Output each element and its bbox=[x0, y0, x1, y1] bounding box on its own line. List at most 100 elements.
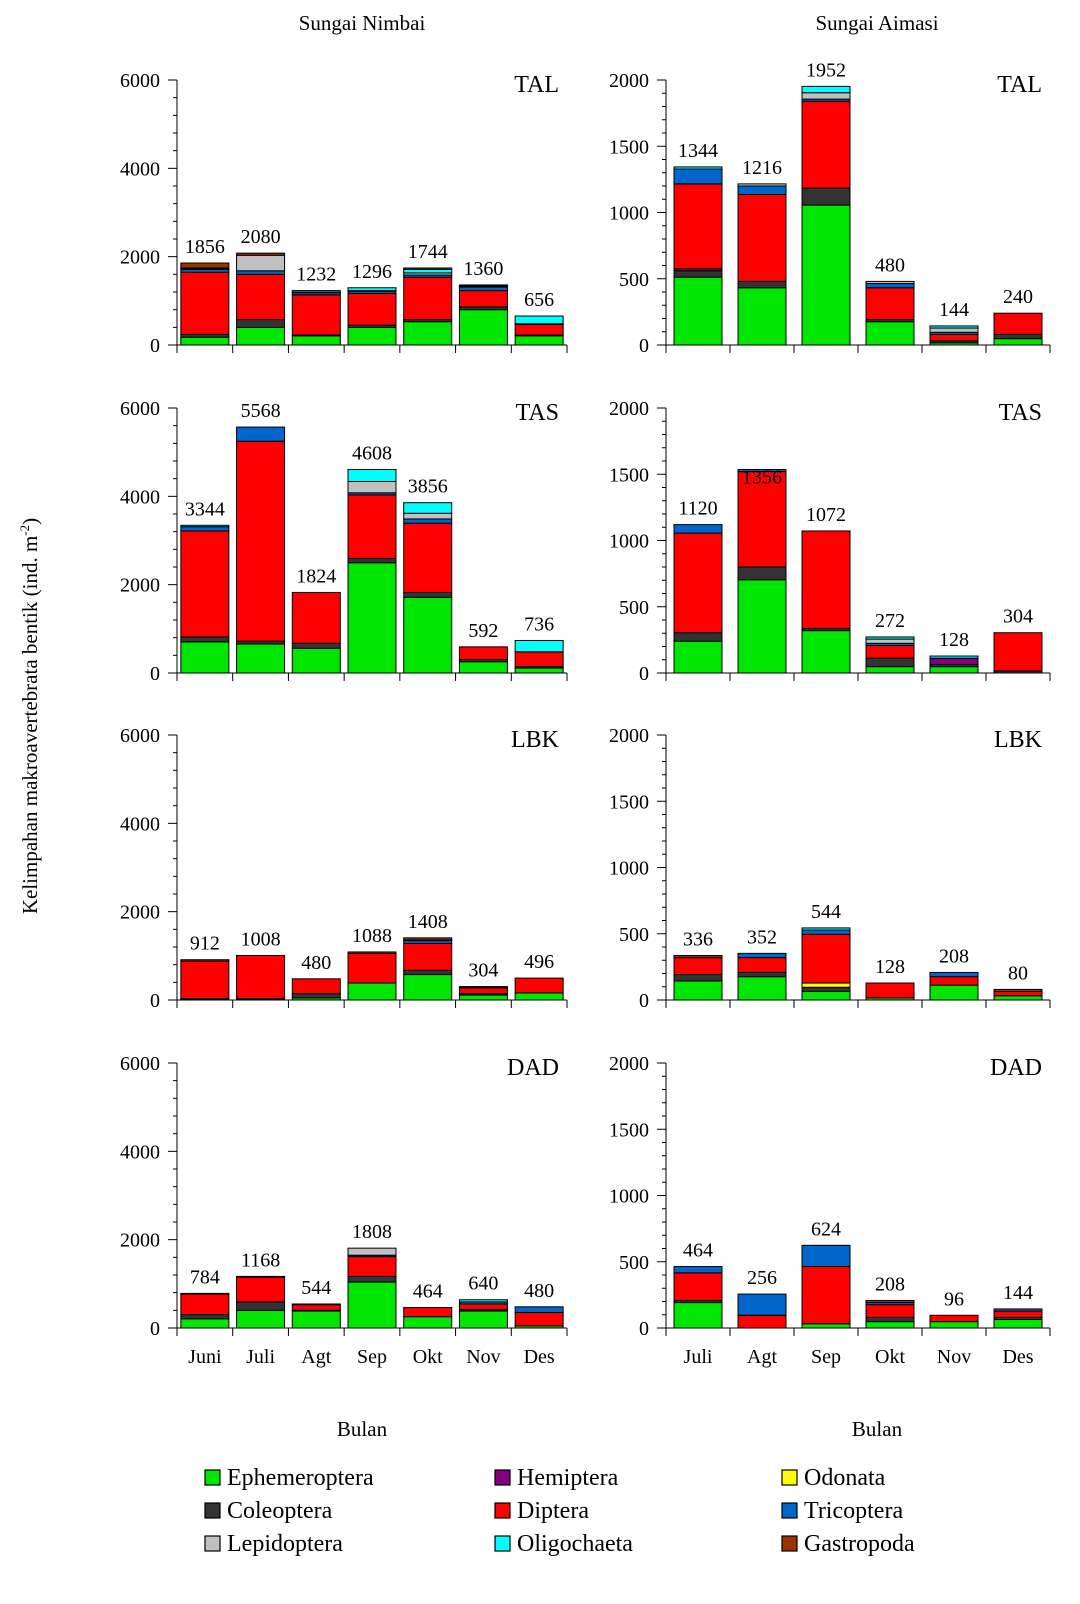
bar-segment-oligochaeta bbox=[291, 290, 341, 293]
bar-segment-diptera bbox=[236, 273, 286, 321]
bar-segment-ephemeroptera bbox=[929, 666, 979, 674]
y-tick-label: 2000 bbox=[120, 1230, 160, 1252]
column-title-aimasi: Sungai Aimasi bbox=[815, 11, 938, 35]
bar-total-label: 1168 bbox=[241, 1249, 280, 1271]
y-tick-label: 6000 bbox=[120, 725, 160, 747]
bar-segment-tricoptera bbox=[737, 185, 787, 195]
bar-total-label: 336 bbox=[683, 928, 713, 950]
y-axis-label-close: ) bbox=[18, 518, 42, 525]
bar-segment-coleoptera bbox=[865, 657, 915, 668]
legend-swatch bbox=[494, 1502, 511, 1519]
bar-segment-tricoptera bbox=[673, 1266, 723, 1274]
bar-segment-ephemeroptera bbox=[993, 1319, 1043, 1329]
bar-total-label: 1744 bbox=[408, 241, 448, 263]
bar-segment-ephemeroptera bbox=[673, 276, 723, 346]
bar-segment-oligochaeta bbox=[929, 325, 979, 329]
bar-total-label: 128 bbox=[939, 629, 969, 651]
bar-segment-diptera bbox=[403, 522, 453, 593]
bar-total-label: 496 bbox=[524, 951, 554, 973]
bar-segment-ephemeroptera bbox=[236, 643, 286, 674]
bar-total-label: 1120 bbox=[678, 498, 717, 520]
bar-segment-coleoptera bbox=[180, 636, 230, 643]
legend-swatch bbox=[494, 1469, 511, 1486]
bar-segment-ephemeroptera bbox=[865, 666, 915, 674]
column-title-nimbai: Sungai Nimbai bbox=[299, 11, 426, 35]
bar-segment-ephemeroptera bbox=[458, 1310, 508, 1329]
bar-segment-gastropoda bbox=[180, 262, 230, 269]
bar-segment-ephemeroptera bbox=[737, 579, 787, 674]
legend-label: Tricoptera bbox=[804, 1498, 903, 1524]
chart-tal-aimasi: 0 500 1000 1500 2000 TAL 1344 1216 1952 480 144 240 bbox=[609, 59, 1051, 357]
y-axis-label-superscript: -2 bbox=[17, 525, 32, 536]
bar-segment-oligochaeta bbox=[347, 468, 397, 482]
bar-segment-diptera bbox=[801, 933, 851, 984]
bar-segment-diptera bbox=[801, 100, 851, 189]
legend-label: Gastropoda bbox=[804, 1531, 915, 1557]
bar-segment-ephemeroptera bbox=[737, 976, 787, 1001]
bar-segment-oligochaeta bbox=[801, 85, 851, 94]
y-tick-label: 500 bbox=[619, 924, 649, 946]
x-tick-label: Agt bbox=[301, 1346, 331, 1368]
bar-segment-diptera bbox=[993, 632, 1043, 672]
x-tick-label: Nov bbox=[937, 1346, 971, 1368]
bar-segment-lepidoptera bbox=[865, 280, 915, 285]
bar-segment-diptera bbox=[291, 978, 341, 995]
bar-segment-ephemeroptera bbox=[673, 640, 723, 674]
chart-tas-aimasi: 0 500 1000 1500 2000 TAS 1120 1356 1072 272 128 304 bbox=[609, 398, 1051, 685]
y-tick-label: 0 bbox=[639, 1318, 649, 1340]
x-tick-label: Nov bbox=[466, 1346, 500, 1368]
bar-segment-diptera bbox=[347, 494, 397, 560]
bar-segment-diptera bbox=[236, 954, 286, 1000]
bar-segment-ephemeroptera bbox=[993, 338, 1043, 346]
bar-total-label: 304 bbox=[468, 960, 498, 982]
bar-segment-coleoptera bbox=[993, 333, 1043, 340]
bar-total-label: 544 bbox=[811, 901, 841, 923]
bar-segment-ephemeroptera bbox=[673, 980, 723, 1001]
bar-total-label: 1824 bbox=[296, 565, 336, 587]
x-tick-label: Des bbox=[524, 1346, 555, 1368]
bar-total-label: 624 bbox=[811, 1218, 841, 1240]
y-tick-label: 0 bbox=[150, 663, 160, 685]
bar-segment-coleoptera bbox=[801, 986, 851, 993]
bar-total-label: 544 bbox=[301, 1277, 331, 1299]
legend-item-coleoptera: Coleoptera bbox=[204, 1498, 333, 1524]
bar-total-label: 1216 bbox=[742, 157, 782, 179]
bar-segment-diptera bbox=[865, 287, 915, 321]
x-tick-label: Sep bbox=[357, 1346, 387, 1368]
bar-total-label: 240 bbox=[1003, 286, 1033, 308]
bar-segment-diptera bbox=[673, 532, 723, 634]
chart-dad-nimbai: 0 2000 4000 6000 DAD 784 Juni 1168 Juli 544 Agt 180… bbox=[120, 1053, 568, 1368]
bar-segment-ephemeroptera bbox=[865, 1321, 915, 1329]
bar-segment-diptera bbox=[180, 960, 230, 1000]
bar-total-label: 480 bbox=[301, 952, 331, 974]
bar-total-label: 2080 bbox=[241, 226, 281, 248]
site-label: DAD bbox=[507, 1055, 559, 1081]
bar-segment-gastropoda bbox=[993, 988, 1043, 993]
legend-item-odonata: Odonata bbox=[781, 1465, 886, 1491]
chart-dad-aimasi: 0 500 1000 1500 2000 DAD 464 Juli 256 Agt 624 Sep 20… bbox=[609, 1053, 1051, 1368]
y-tick-label: 6000 bbox=[120, 70, 160, 92]
bar-segment-diptera bbox=[403, 942, 453, 971]
bar-segment-coleoptera bbox=[865, 1316, 915, 1323]
legend-swatch bbox=[781, 1535, 798, 1552]
bar-total-label: 912 bbox=[190, 933, 220, 955]
bar-segment-oligochaeta bbox=[180, 524, 230, 528]
bar-segment-oligochaeta bbox=[673, 166, 723, 170]
bar-segment-tricoptera bbox=[865, 283, 915, 289]
bar-segment-tricoptera bbox=[236, 426, 286, 442]
legend-item-lepidoptera: Lepidoptera bbox=[204, 1531, 343, 1557]
bar-segment-coleoptera bbox=[737, 280, 787, 289]
bar-segment-ephemeroptera bbox=[403, 596, 453, 674]
bar-segment-oligochaeta bbox=[865, 636, 915, 640]
bar-segment-coleoptera bbox=[180, 1314, 230, 1320]
bar-total-label: 208 bbox=[875, 1273, 905, 1295]
bar-segment-diptera bbox=[514, 977, 564, 994]
site-label: TAS bbox=[999, 400, 1042, 426]
bar-total-label: 736 bbox=[524, 613, 554, 635]
site-label: LBK bbox=[511, 727, 560, 753]
bar-segment-diptera bbox=[737, 471, 787, 568]
bar-segment-coleoptera bbox=[673, 632, 723, 642]
legend: Ephemeroptera Hemiptera Odonata Coleoptera D… bbox=[204, 1465, 915, 1557]
legend-item-tricoptera: Tricoptera bbox=[781, 1498, 903, 1524]
